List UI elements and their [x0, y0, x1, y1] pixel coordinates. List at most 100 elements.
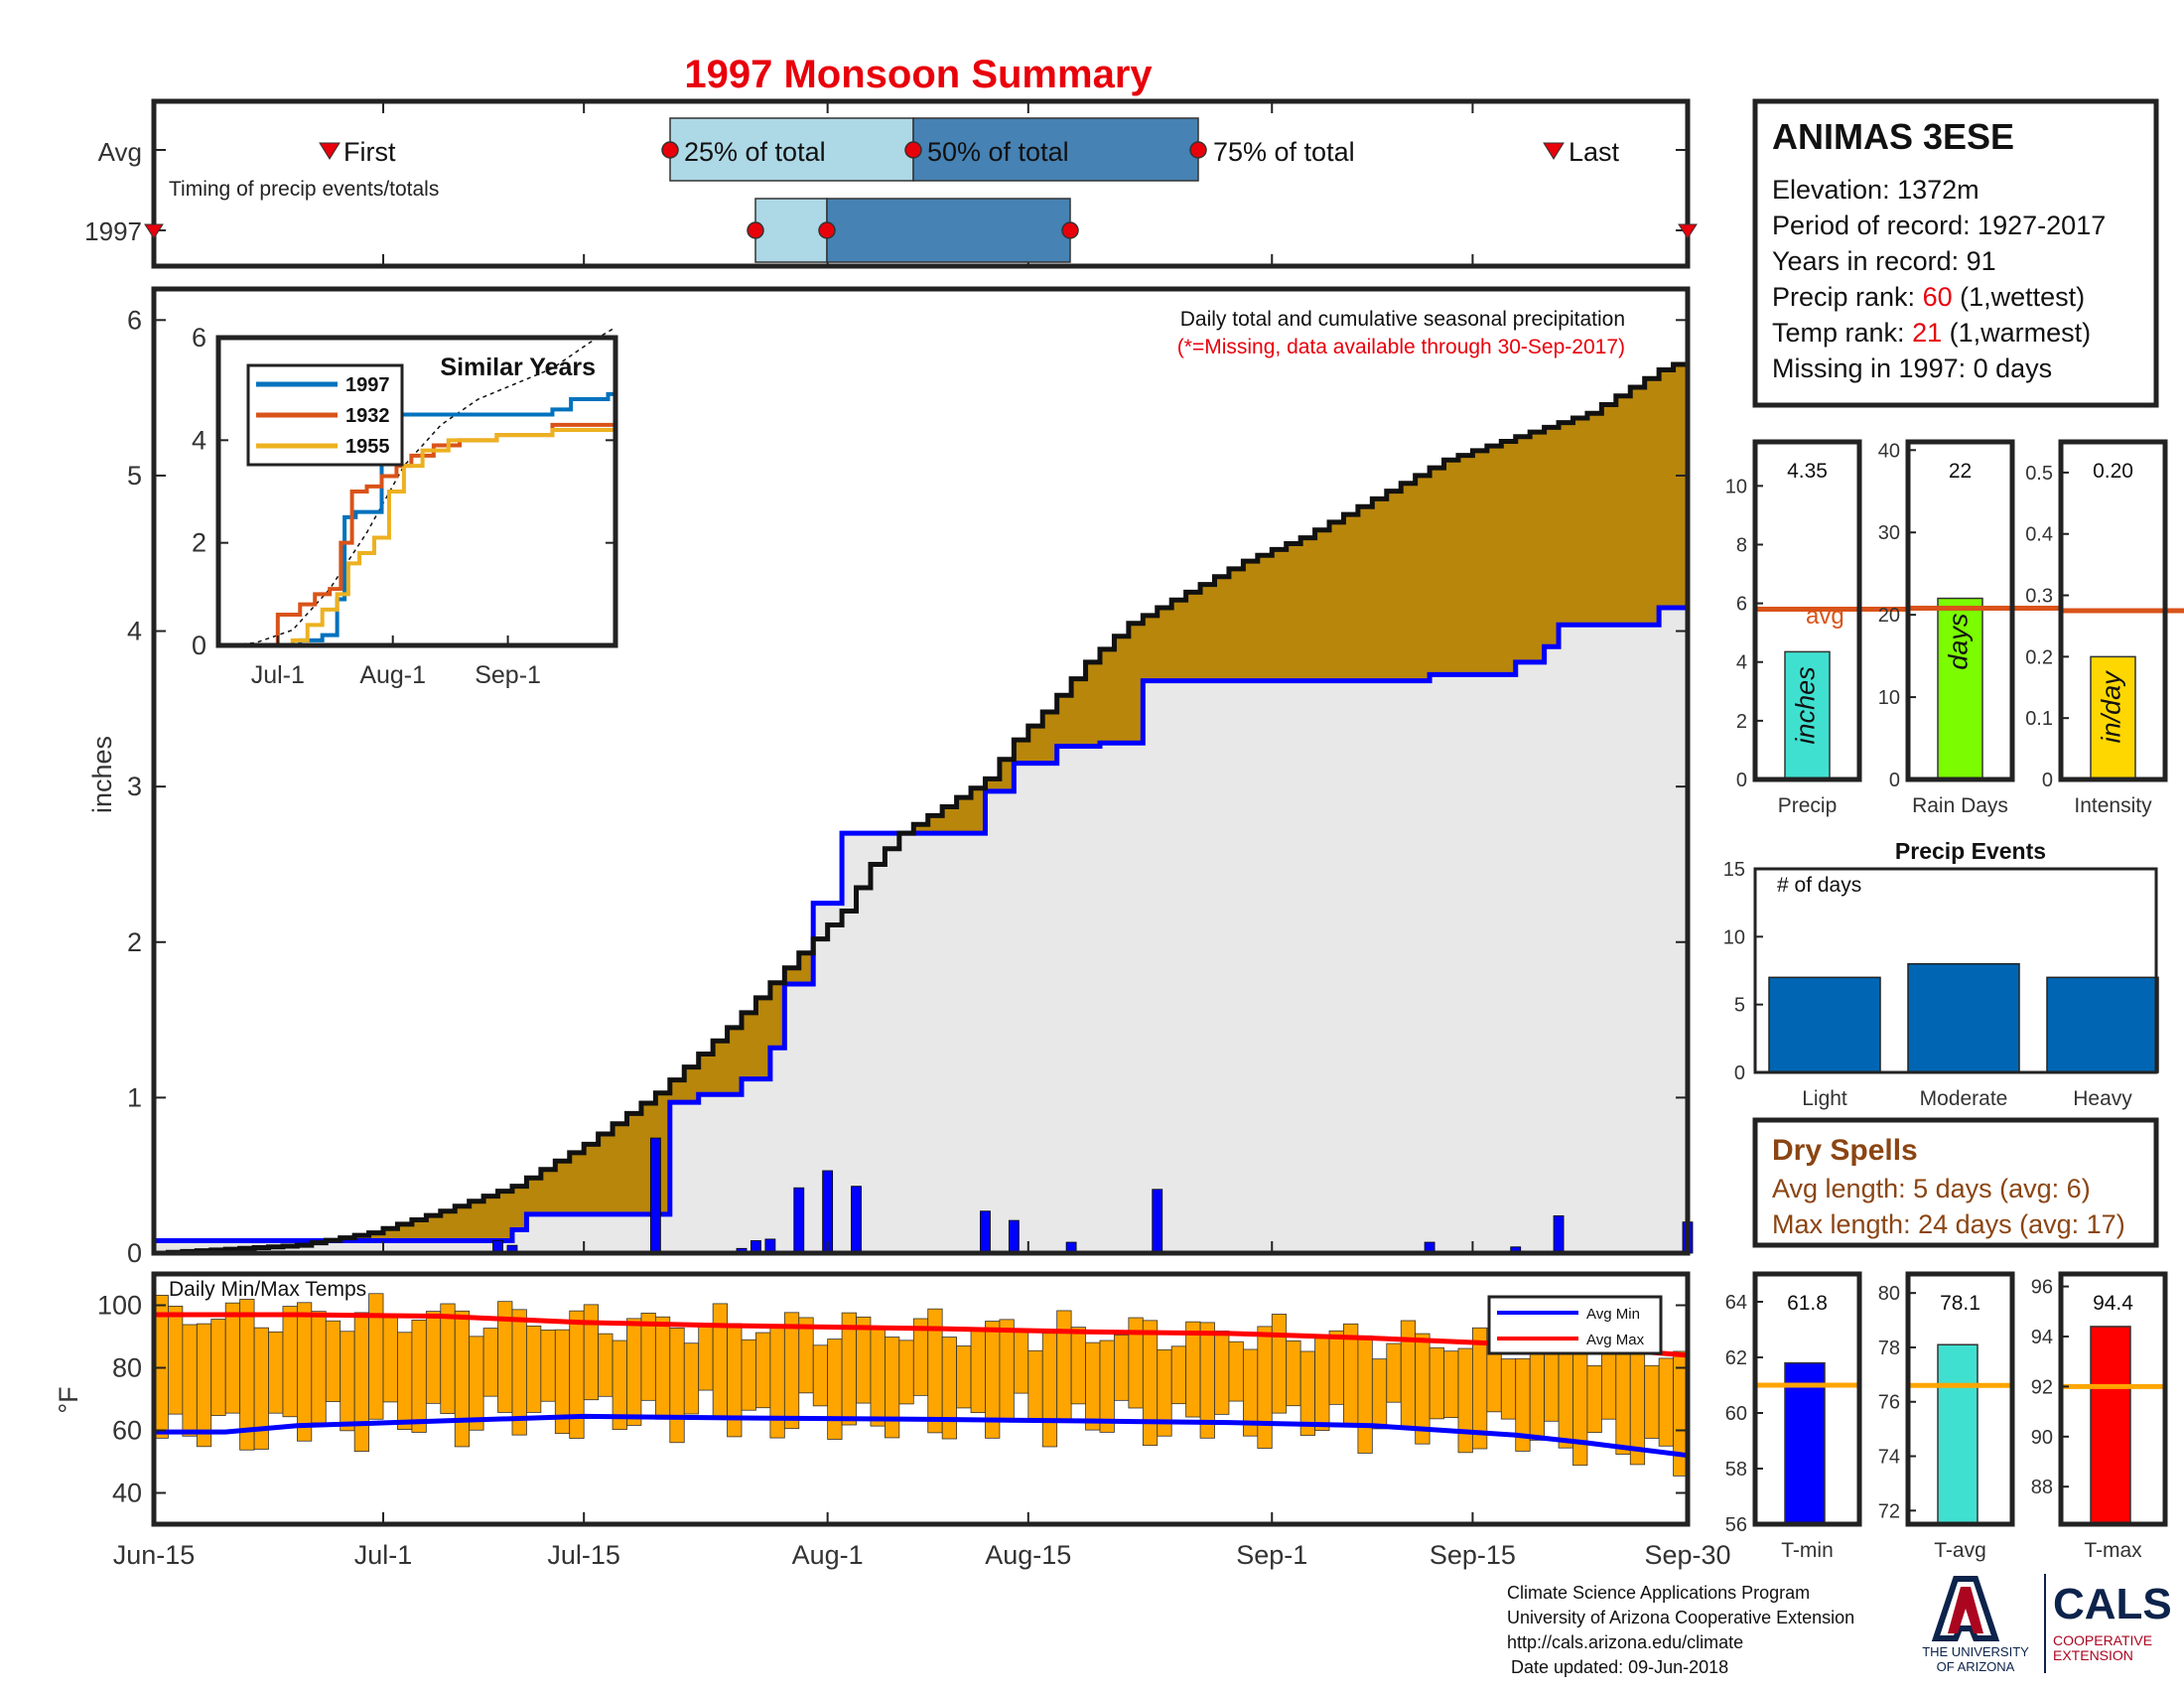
- legend-1932: 1932: [345, 405, 390, 427]
- event-bar-1: [1907, 962, 2020, 1073]
- stat-unit-0: inches: [1791, 666, 1821, 744]
- temp-panel-frame-1: [1905, 1271, 2015, 1527]
- avg-q75-marker: [1189, 141, 1207, 159]
- avg-first-marker: [319, 142, 341, 160]
- ua-line2: OF ARIZONA: [1937, 1659, 2015, 1674]
- daily-temp-bar-59: [999, 1319, 1015, 1420]
- cumulative-avg-line: [154, 576, 1691, 1243]
- temp-panel-ytick-label-0-2: 60: [1725, 1403, 1747, 1425]
- stat-ytick-label-1-0: 0: [1889, 770, 1900, 791]
- daily-temp-bar-8: [268, 1331, 284, 1414]
- stat-label-2: Intensity: [2074, 794, 2152, 817]
- daily-temp-bar-90: [1443, 1350, 1459, 1419]
- precip-rank-label: Precip rank:: [1772, 282, 1923, 312]
- temp-panel-value-1: 78.1: [1940, 1292, 1980, 1315]
- inset-plot-area: [217, 327, 617, 647]
- daily-precip-bar-2: [649, 1137, 661, 1254]
- xtick-label-7: Sep-30: [1644, 1540, 1730, 1570]
- daily-temp-bar-105: [1658, 1357, 1674, 1447]
- temp-panel-value-2: 94.4: [2093, 1292, 2133, 1315]
- year-last-marker: [1678, 223, 1698, 239]
- events-frame: [1753, 867, 2158, 1074]
- daily-temp-bar-85: [1371, 1358, 1388, 1430]
- stat-ytick-label-2-1: 0.1: [2025, 708, 2053, 730]
- daily-temp-bar-75: [1228, 1340, 1244, 1402]
- footer: Climate Science Applications Program Uni…: [1507, 1574, 2172, 1677]
- temp-plot-area: [153, 1293, 1689, 1477]
- daily-temp-bar-9: [282, 1306, 298, 1418]
- daily-temp-bar-12: [325, 1320, 341, 1402]
- stat-ytick-label-1-3: 30: [1878, 522, 1900, 544]
- temp-panel-ytick-label-1-4: 80: [1878, 1283, 1900, 1305]
- missing-note: (*=Missing, data available through 30-Se…: [1177, 336, 1625, 358]
- stat-ytick-label-1-2: 20: [1878, 605, 1900, 627]
- temp-ytick-label-3: 100: [97, 1291, 142, 1321]
- main-ylabel: inches: [87, 736, 117, 813]
- timing-avg-label: Avg: [98, 137, 142, 167]
- timing-year-label: 1997: [84, 216, 142, 246]
- daily-precip-bar-9: [980, 1210, 991, 1254]
- events-plot-area: Light Moderate Heavy 0 5 10 15: [1723, 859, 2159, 1110]
- daily-temp-bar-33: [626, 1318, 642, 1426]
- legend-avg-min: Avg Min: [1586, 1306, 1640, 1323]
- daily-temp-bar-91: [1457, 1347, 1473, 1454]
- daily-temp-bar-16: [382, 1316, 398, 1403]
- daily-temp-bar-1: [168, 1305, 184, 1415]
- daily-temp-bar-78: [1271, 1314, 1288, 1414]
- daily-temp-bar-82: [1328, 1330, 1344, 1405]
- main-plot-area: [154, 358, 1694, 1256]
- daily-temp-bar-22: [469, 1336, 484, 1431]
- q50-label: 50% of total: [927, 137, 1069, 167]
- daily-temp-bar-104: [1644, 1364, 1660, 1439]
- inset-xtick-label-2: Sep-1: [475, 661, 541, 689]
- avg-q25-marker: [661, 141, 679, 159]
- daily-temp-bar-74: [1214, 1331, 1230, 1415]
- footer-line3: http://cals.arizona.edu/climate: [1507, 1632, 1743, 1652]
- daily-temp-bar-69: [1142, 1320, 1159, 1447]
- stat-ytick-label-1-4: 40: [1878, 440, 1900, 462]
- daily-temp-bar-94: [1500, 1358, 1517, 1420]
- daily-temp-bar-46: [812, 1344, 829, 1407]
- daily-temp-bar-42: [755, 1332, 771, 1409]
- precip-events-title: Precip Events: [1895, 838, 2046, 864]
- temp-panel-ytick-label-2-0: 88: [2031, 1477, 2053, 1498]
- stat-label-1: Rain Days: [1912, 794, 2008, 817]
- event-ytick-label-2: 10: [1723, 926, 1745, 948]
- daily-precip-bar-6: [793, 1187, 805, 1254]
- stat-ytick-label-2-4: 0.4: [2025, 524, 2053, 546]
- inset-title: Similar Years: [440, 353, 596, 381]
- temp-panel-ytick-label-2-4: 96: [2031, 1277, 2053, 1299]
- legend-1955: 1955: [345, 436, 390, 458]
- daily-temp-bar-61: [1027, 1349, 1043, 1421]
- temp-panel-frame-2: [2058, 1271, 2168, 1527]
- daily-temp-bar-66: [1099, 1340, 1115, 1433]
- daily-temp-bar-50: [870, 1329, 886, 1427]
- daily-temp-bar-41: [741, 1339, 756, 1411]
- inset-series-1997: [218, 383, 617, 647]
- daily-temp-bar-77: [1257, 1326, 1273, 1449]
- daily-precip-bar-12: [1152, 1189, 1163, 1254]
- inset-frame: [215, 335, 618, 648]
- temp-panel-bar-1: [1937, 1343, 1979, 1525]
- daily-temp-bar-51: [885, 1337, 900, 1439]
- stat-frame-1: [1905, 439, 2015, 782]
- inset-xtick-label-0: Jul-1: [251, 661, 305, 689]
- legend-avg-max: Avg Max: [1586, 1332, 1645, 1348]
- daily-temp-bar-18: [411, 1320, 427, 1433]
- cals-line2: EXTENSION: [2053, 1647, 2133, 1663]
- event-label-0: Light: [1802, 1087, 1847, 1110]
- inset-series-1955: [218, 424, 617, 647]
- temp-panel-ytick-label-2-2: 92: [2031, 1376, 2053, 1398]
- event-bar-0: [1768, 976, 1881, 1073]
- stat-ytick-label-0-5: 10: [1725, 476, 1747, 497]
- dry-spells-avg-length: Avg length: 5 days (avg: 6): [1772, 1174, 2091, 1203]
- temp-panel-frame-0: [1752, 1271, 1862, 1527]
- main-ytick-label-6: 6: [127, 305, 142, 335]
- precip-events-ylabel: # of days: [1777, 874, 1861, 897]
- stat-frame-2: [2058, 439, 2168, 782]
- daily-temp-bar-21: [454, 1310, 471, 1448]
- stat-frame-0: [1752, 439, 1862, 782]
- last-label: Last: [1569, 137, 1620, 167]
- daily-temp-bar-52: [898, 1340, 914, 1405]
